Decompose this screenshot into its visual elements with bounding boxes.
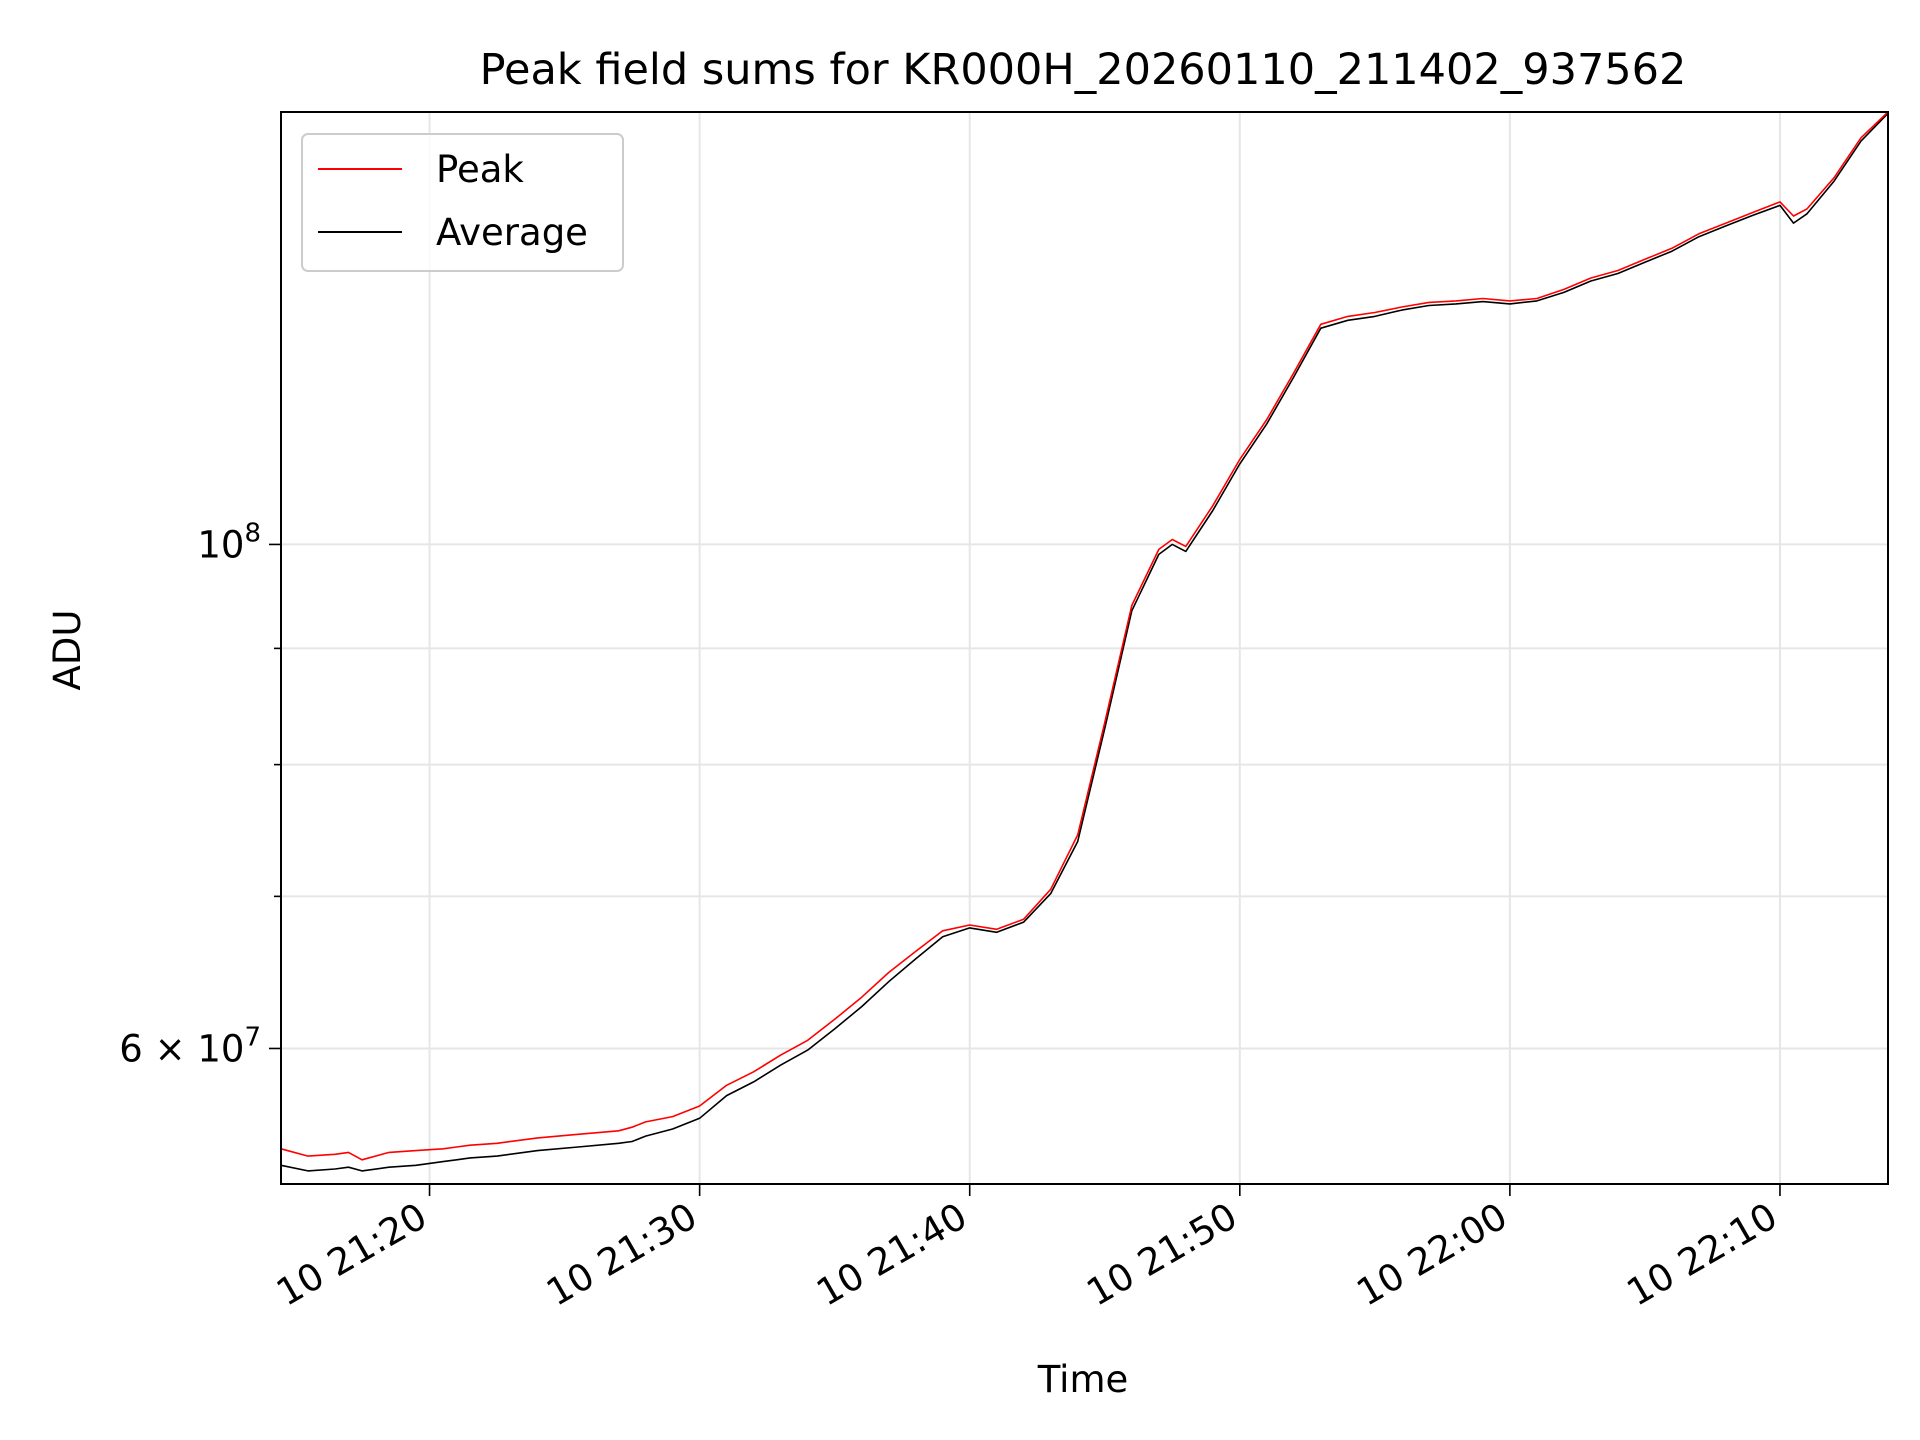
y-tick-label: 6 × 107: [119, 1022, 261, 1070]
legend: Peak Average: [301, 133, 624, 272]
grid: [281, 112, 1888, 1184]
series-line-peak: [280, 111, 1889, 1161]
legend-label-average: Average: [436, 211, 588, 254]
y-tick-label: 108: [197, 518, 261, 566]
chart-title: Peak field sums for KR000H_20260110_2114…: [480, 45, 1687, 95]
y-tick-base: 6 × 10: [119, 1027, 244, 1070]
y-axis: 6 × 107 108: [119, 518, 281, 1070]
plot-lines: [280, 111, 1889, 1172]
series-line-average: [280, 112, 1889, 1172]
y-tick-base: 10: [197, 523, 244, 566]
x-axis-label: Time: [1037, 1358, 1129, 1401]
y-axis-label: ADU: [46, 610, 89, 691]
y-tick-exponent: 7: [244, 1022, 261, 1052]
y-tick-exponent: 8: [244, 518, 261, 548]
legend-label-peak: Peak: [436, 148, 524, 191]
